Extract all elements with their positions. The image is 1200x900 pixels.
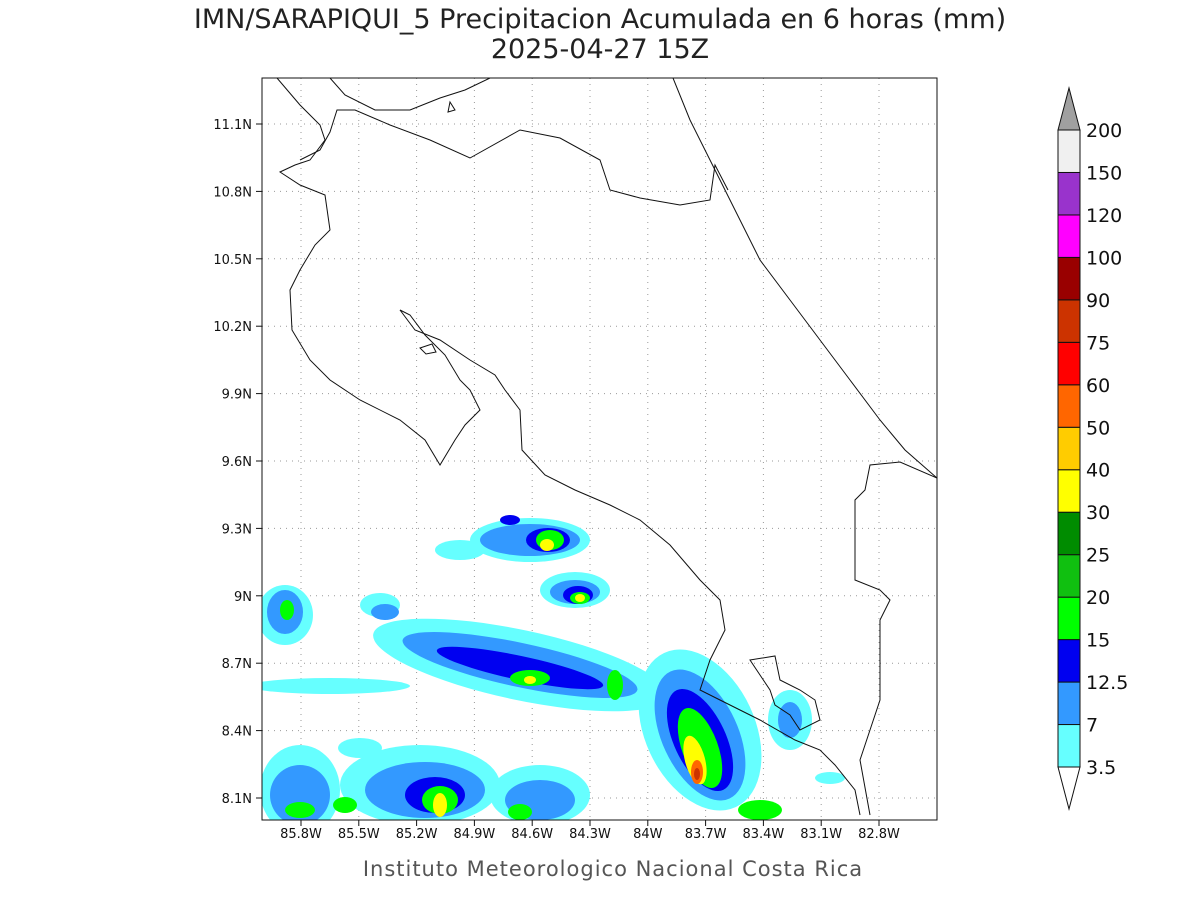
colorbar-label: 100 <box>1086 247 1122 269</box>
lon-label: 84W <box>633 827 663 842</box>
colorbar-box <box>1057 426 1081 471</box>
colorbar-box <box>1057 129 1081 173</box>
coastline <box>276 78 937 816</box>
colorbar-box <box>1057 384 1081 428</box>
lon-label: 85.8W <box>280 827 322 842</box>
lat-label: 10.5N <box>213 253 252 268</box>
lon-label: 82.8W <box>858 827 900 842</box>
precipitation <box>262 515 845 820</box>
colorbar-label: 30 <box>1086 502 1110 524</box>
colorbar-label: 60 <box>1086 375 1110 397</box>
colorbar-box <box>1057 171 1081 216</box>
colorbar-box <box>1057 639 1081 683</box>
lon-label: 85.5W <box>338 827 380 842</box>
lat-label: 9N <box>234 590 252 605</box>
colorbar-box <box>1057 511 1081 556</box>
colorbar-under <box>1057 766 1081 811</box>
lat-label: 9.9N <box>222 388 252 403</box>
colorbar-label: 3.5 <box>1086 757 1116 779</box>
colorbar-over <box>1057 86 1081 131</box>
colorbar-label: 7 <box>1086 715 1098 737</box>
colorbar-label: 40 <box>1086 460 1110 482</box>
colorbar-box <box>1057 681 1081 726</box>
graticule: 11.1N 10.8N 10.5N 10.2N 9.9N 9.6N 9.3N 9N 8.7N 8.… <box>213 78 937 842</box>
colorbar-label: 50 <box>1086 417 1110 439</box>
title: IMN/SARAPIQUI_5 Precipitacion Acumulada … <box>194 4 1006 35</box>
lat-label: 10.8N <box>213 185 252 200</box>
colorbar-label: 15 <box>1086 630 1110 652</box>
lon-label: 84.6W <box>511 827 553 842</box>
lat-label: 10.2N <box>213 320 252 335</box>
lon-label: 83.1W <box>800 827 842 842</box>
colorbar-box <box>1057 469 1081 513</box>
lon-label: 84.9W <box>453 827 495 842</box>
colorbar: 3.5 7 12.5 15 20 25 30 40 50 60 75 90 100 120 150 200 <box>1057 86 1128 811</box>
colorbar-box <box>1057 724 1081 768</box>
colorbar-label: 120 <box>1086 205 1122 227</box>
lat-label: 11.1N <box>213 118 252 133</box>
colorbar-label: 150 <box>1086 162 1122 184</box>
colorbar-label: 75 <box>1086 332 1110 354</box>
lat-label: 9.3N <box>222 522 252 537</box>
credit: Instituto Meteorologico Nacional Costa R… <box>363 857 863 881</box>
colorbar-label: 25 <box>1086 545 1110 567</box>
colorbar-box <box>1057 596 1081 641</box>
lat-label: 8.7N <box>222 657 252 672</box>
colorbar-box <box>1057 214 1081 258</box>
map-frame <box>261 77 938 821</box>
colorbar-box <box>1057 341 1081 386</box>
lon-label: 85.2W <box>396 827 438 842</box>
lat-label: 8.1N <box>222 792 252 807</box>
colorbar-label: 20 <box>1086 587 1110 609</box>
colorbar-label: 12.5 <box>1086 672 1128 694</box>
subtitle: 2025-04-27 15Z <box>491 34 709 65</box>
lat-label: 9.6N <box>222 455 252 470</box>
lon-label: 83.4W <box>742 827 784 842</box>
colorbar-box <box>1057 256 1081 301</box>
lon-label: 84.3W <box>569 827 611 842</box>
colorbar-label: 200 <box>1086 120 1122 142</box>
colorbar-box <box>1057 299 1081 343</box>
colorbar-box <box>1057 554 1081 598</box>
colorbar-label: 90 <box>1086 290 1110 312</box>
lat-label: 8.4N <box>222 725 252 740</box>
lon-label: 83.7W <box>685 827 727 842</box>
